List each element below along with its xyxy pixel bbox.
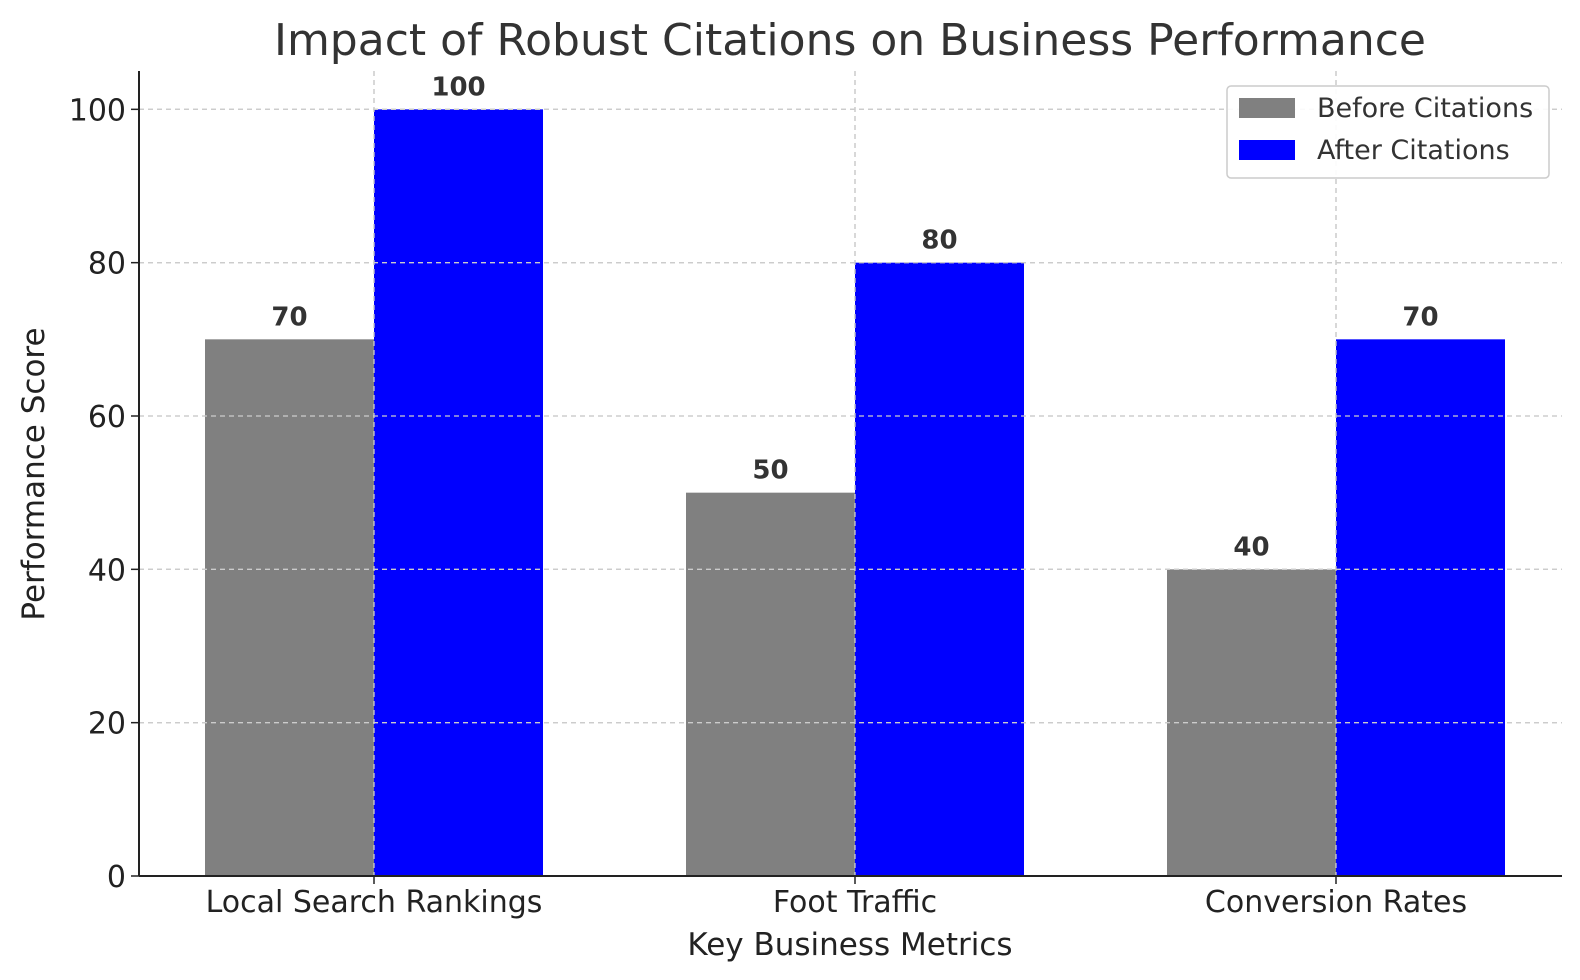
data-label-after-citations-local-search-rankings: 100	[431, 72, 485, 102]
y-axis-title: Performance Score	[16, 327, 52, 620]
legend: Before Citations After Citations	[1226, 85, 1550, 179]
y-tick-label: 0	[107, 860, 126, 895]
bar-before-citations-local-search-rankings	[205, 339, 374, 876]
y-tick-label: 20	[88, 707, 126, 742]
chart-title: Impact of Robust Citations on Business P…	[274, 15, 1426, 66]
bar-after-citations-conversion-rates	[1336, 339, 1505, 876]
x-tick-label-local-search-rankings: Local Search Rankings	[206, 885, 543, 920]
y-tick-label: 60	[88, 400, 126, 435]
legend-label-after: After Citations	[1317, 135, 1510, 166]
x-tick-label-foot-traffic: Foot Traffic	[773, 885, 937, 920]
legend-label-before: Before Citations	[1317, 93, 1533, 124]
data-label-before-citations-foot-traffic: 50	[752, 456, 788, 486]
bar-before-citations-foot-traffic	[686, 492, 855, 876]
legend-swatch-before	[1239, 98, 1295, 118]
legend-swatch-after	[1239, 140, 1295, 160]
legend-box	[1226, 85, 1550, 179]
x-tick-label-conversion-rates: Conversion Rates	[1205, 885, 1467, 920]
x-axis-title: Key Business Metrics	[687, 927, 1012, 963]
data-label-after-citations-conversion-rates: 70	[1402, 302, 1438, 332]
y-tick-label: 40	[88, 553, 126, 588]
data-label-before-citations-conversion-rates: 40	[1233, 532, 1269, 562]
data-label-before-citations-local-search-rankings: 70	[271, 302, 307, 332]
y-tick-label: 80	[88, 247, 126, 282]
bar-after-citations-local-search-rankings	[374, 109, 543, 877]
y-tick-label: 100	[69, 93, 126, 128]
data-label-after-citations-foot-traffic: 80	[921, 226, 957, 256]
